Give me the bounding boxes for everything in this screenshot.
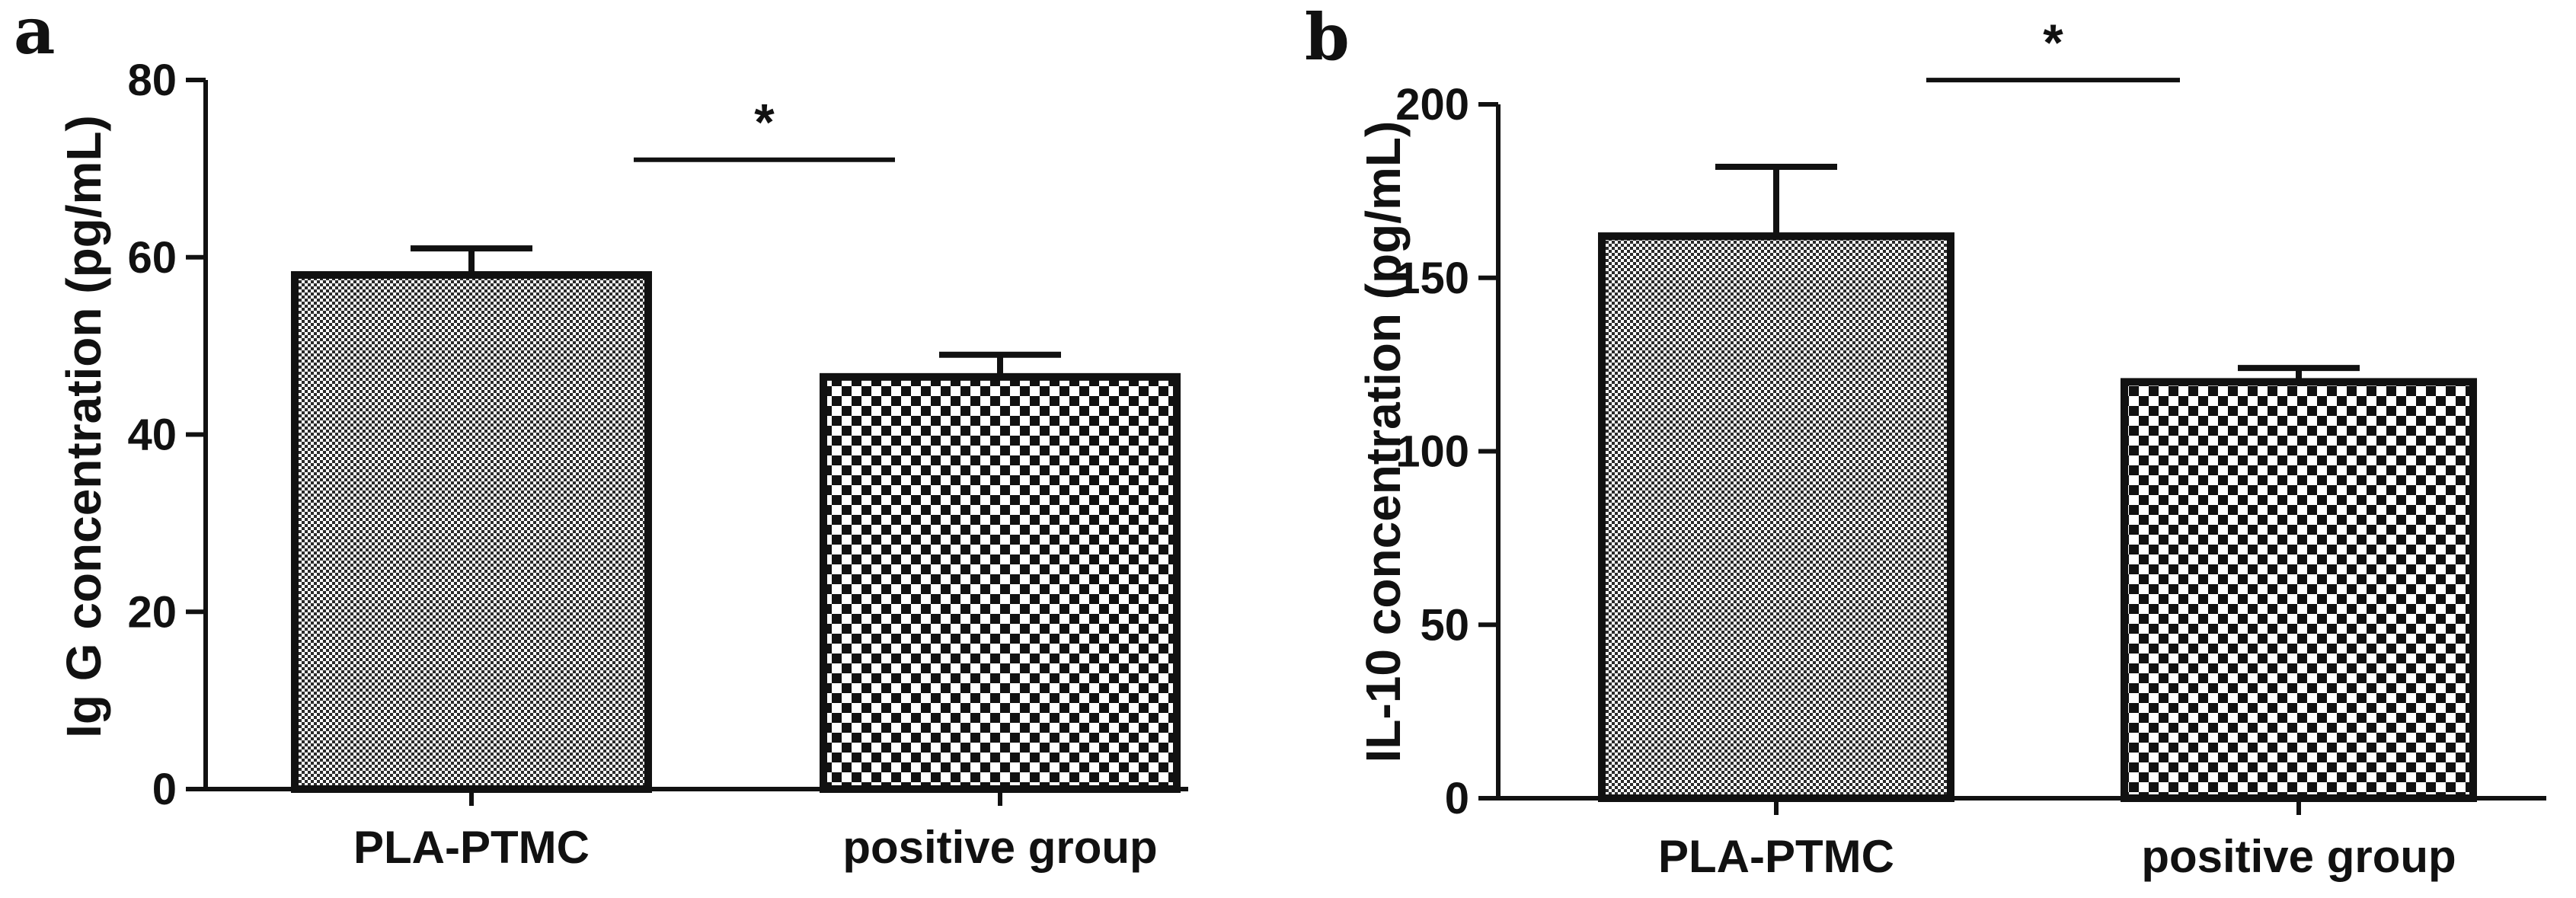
panel-b-letter: b	[1305, 0, 1350, 75]
panel-b-category-label-1: PLA-PTMC	[1658, 831, 1894, 882]
panel-a-igg-chart: a Ig G concentration (pg/mL) 0 20 40 60 80 PL…	[14, 0, 1188, 873]
panel-a-bar-2	[820, 372, 1181, 793]
panel-b-y-tick-label: 150	[1395, 254, 1469, 303]
panel-b-bar-1	[1598, 232, 1954, 802]
panel-b-y-tick-label: 200	[1395, 80, 1469, 129]
panel-a-y-tick-label: 20	[127, 587, 177, 637]
panel-b-bar-2	[2121, 378, 2477, 802]
panel-b-y-axis-title: IL-10 concentration (pg/mL)	[1356, 121, 1411, 763]
panel-a-significance-label: *	[754, 94, 775, 152]
panel-b-y-tick-label: 50	[1420, 600, 1469, 650]
panel-b-y-tick-label: 100	[1395, 427, 1469, 477]
panel-a-y-tick-label: 40	[127, 411, 177, 460]
panel-a-y-tick-label: 0	[152, 765, 177, 814]
panel-a-plot-area: 0 20 40 60 80 PLA-PTMC positive group *	[127, 56, 1188, 873]
panel-a-y-axis-title: Ig G concentration (pg/mL)	[56, 115, 111, 738]
panel-b-significance-label: *	[2043, 14, 2063, 72]
panel-b-y-tick-label: 0	[1445, 774, 1469, 823]
panel-b-category-label-2: positive group	[2141, 831, 2456, 882]
panel-a-y-tick-label: 60	[127, 233, 177, 283]
panel-a-category-label-2: positive group	[842, 822, 1157, 873]
panel-b-il10-chart: b IL-10 concentration (pg/mL) 0 50 100 150 2…	[1305, 0, 2546, 882]
panel-a-letter: a	[14, 0, 55, 69]
panel-a-bar-1	[291, 271, 652, 793]
panel-a-category-label-1: PLA-PTMC	[353, 822, 590, 873]
panel-b-plot-area: 0 50 100 150 200 PLA-PTMC positive group *	[1395, 14, 2546, 882]
panel-a-y-tick-label: 80	[127, 56, 177, 105]
